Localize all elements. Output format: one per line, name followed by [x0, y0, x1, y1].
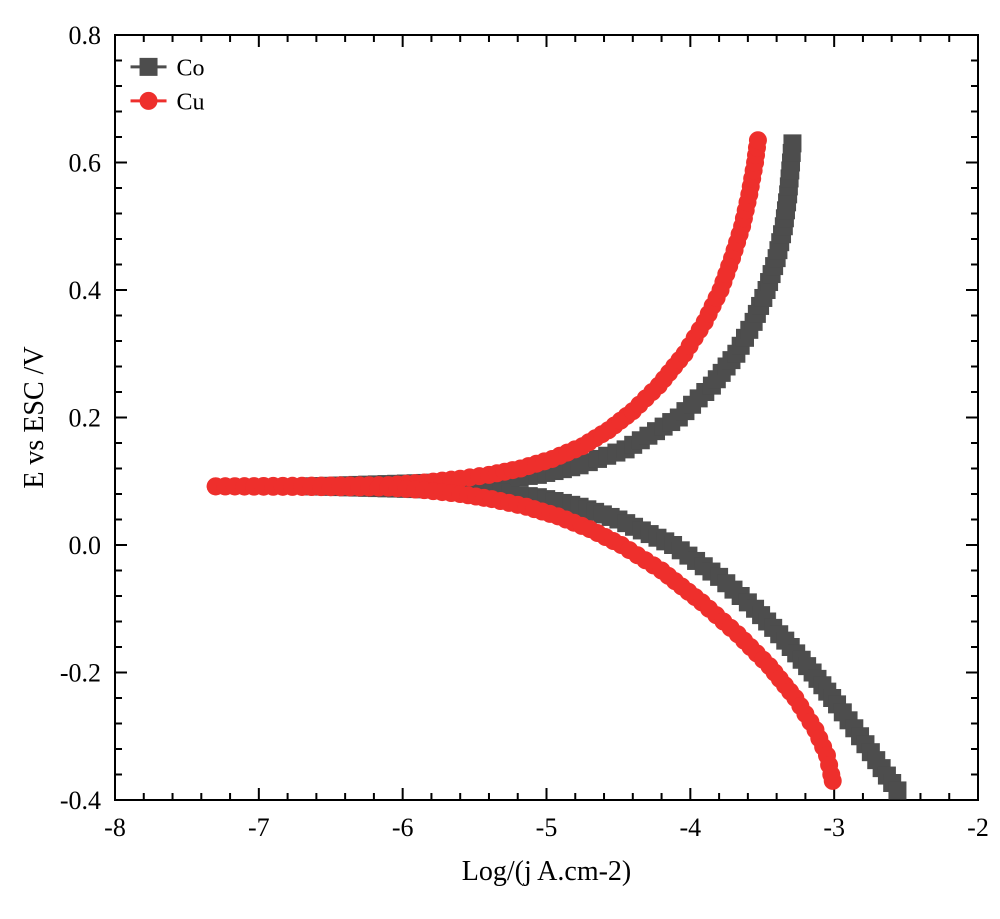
y-tick-label: 0.4 — [69, 276, 102, 305]
legend-label-cu: Cu — [177, 89, 205, 115]
y-tick-label: 0.6 — [69, 149, 102, 178]
y-axis-label: E vs ESC /V — [19, 346, 50, 488]
chart-background — [0, 0, 1000, 919]
chart-svg: -8 -7 -6 -5 -4 -3 -2 Log/(j A.cm-2) -0.4 -0.2 0.0 0… — [0, 0, 1000, 919]
x-tick-label: -3 — [823, 813, 845, 842]
y-tick-label: -0.2 — [60, 659, 101, 688]
x-axis-label: Log/(j A.cm-2) — [462, 856, 632, 887]
y-tick-label: 0.0 — [69, 531, 102, 560]
x-tick-label: -6 — [392, 813, 414, 842]
legend-label-co: Co — [177, 55, 205, 81]
y-tick-label: 0.2 — [69, 404, 102, 433]
y-tick-label: 0.8 — [69, 21, 102, 50]
y-tick-label: -0.4 — [60, 786, 101, 815]
x-tick-label: -4 — [679, 813, 701, 842]
x-tick-label: -7 — [248, 813, 270, 842]
legend-marker-cu — [140, 92, 158, 110]
tafel-chart: -8 -7 -6 -5 -4 -3 -2 Log/(j A.cm-2) -0.4 -0.2 0.0 0… — [0, 0, 1000, 919]
legend-marker-co — [140, 58, 158, 76]
x-tick-label: -2 — [967, 813, 989, 842]
x-tick-label: -5 — [536, 813, 558, 842]
x-tick-label: -8 — [104, 813, 126, 842]
